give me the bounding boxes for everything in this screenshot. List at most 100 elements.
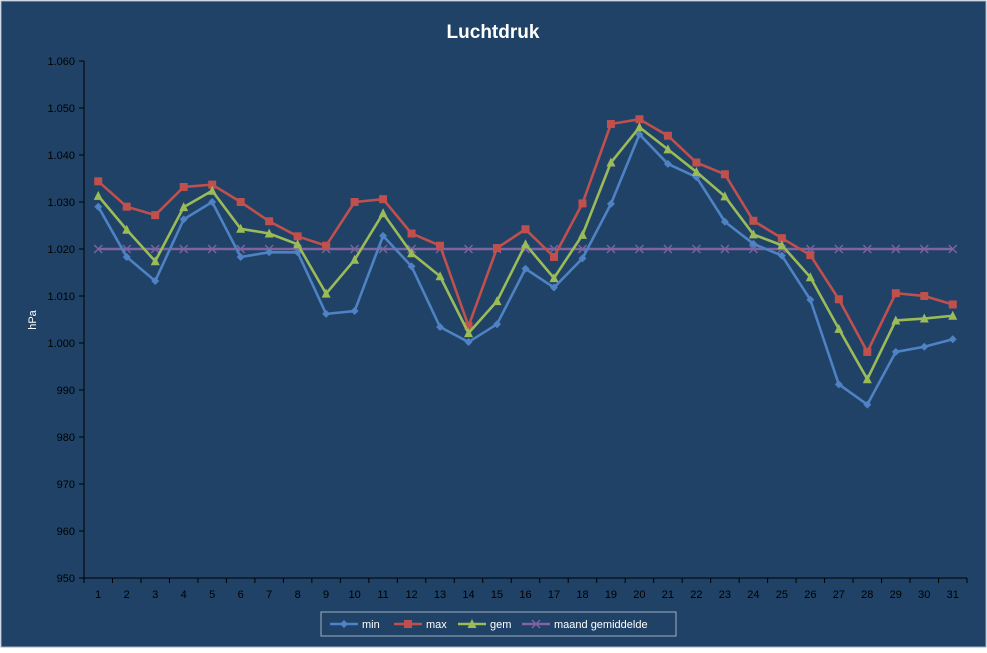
- data-point-gem: [264, 228, 274, 238]
- data-point-min: [806, 295, 815, 304]
- x-tick-label: 30: [918, 589, 930, 601]
- data-point-gem: [293, 239, 303, 249]
- x-tick-label: 25: [776, 589, 788, 601]
- data-point-max: [863, 347, 872, 356]
- data-point-max: [891, 289, 900, 298]
- data-point-min: [635, 130, 644, 139]
- data-point-max: [606, 119, 615, 128]
- data-point-gem: [606, 157, 616, 167]
- x-tick-label: 8: [295, 589, 301, 601]
- data-point-min: [720, 217, 729, 226]
- data-point-gem: [350, 254, 360, 264]
- data-point-max: [948, 300, 957, 309]
- x-tick-label: 9: [323, 589, 329, 601]
- y-tick-label: 1.000: [47, 338, 75, 350]
- data-point-max: [151, 211, 160, 220]
- data-point-min: [265, 248, 274, 257]
- data-point-gem: [549, 273, 559, 283]
- x-tick-label: 10: [348, 589, 360, 601]
- data-point-gem: [179, 202, 189, 212]
- data-point-max: [436, 241, 445, 250]
- x-tick-label: 22: [690, 589, 702, 601]
- x-tick-label: 3: [152, 589, 158, 601]
- x-tick-label: 13: [434, 589, 446, 601]
- chart-title: Luchtdruk: [447, 22, 540, 43]
- y-tick-label: 970: [57, 479, 75, 491]
- data-point-max: [834, 295, 843, 304]
- data-point-min: [863, 400, 872, 409]
- data-point-maand-gemiddelde: [919, 244, 929, 254]
- legend-marker: [340, 620, 348, 628]
- data-point-gem: [577, 229, 587, 239]
- data-point-min: [379, 231, 388, 240]
- data-point-min: [464, 338, 473, 347]
- data-point-min: [407, 262, 416, 271]
- legend-marker: [404, 620, 412, 628]
- data-point-gem: [834, 323, 844, 333]
- data-point-min: [663, 159, 672, 168]
- data-point-min: [94, 202, 103, 211]
- data-point-max: [692, 158, 701, 167]
- data-point-min: [777, 251, 786, 260]
- data-point-min: [208, 198, 217, 206]
- data-point-maand-gemiddelde: [464, 244, 473, 254]
- x-tick-label: 1: [95, 589, 101, 601]
- legend-label: gem: [490, 619, 511, 631]
- legend-box: [320, 611, 677, 637]
- data-point-gem: [321, 288, 331, 298]
- data-point-maand-gemiddelde: [350, 244, 360, 254]
- data-point-gem: [521, 239, 530, 249]
- data-point-min: [436, 323, 445, 332]
- data-point-min: [521, 264, 530, 273]
- data-point-gem: [919, 313, 929, 323]
- data-point-maand-gemiddelde: [720, 244, 730, 254]
- data-point-min: [322, 309, 331, 318]
- x-tick-label: 16: [519, 589, 531, 601]
- data-point-max: [720, 170, 729, 179]
- x-tick-label: 19: [605, 589, 617, 601]
- y-tick-label: 1.060: [47, 56, 75, 68]
- data-point-max: [464, 322, 473, 331]
- data-point-max: [179, 182, 188, 191]
- legend: min max gem maand gemiddelde: [320, 611, 677, 637]
- legend-marker: [531, 619, 541, 629]
- x-tick-label: 11: [377, 589, 388, 601]
- data-point-max: [236, 198, 245, 206]
- data-point-gem: [691, 166, 701, 176]
- data-point-min: [749, 239, 758, 248]
- data-point-min: [493, 320, 502, 329]
- data-point-gem: [464, 328, 474, 338]
- data-point-max: [208, 180, 217, 189]
- x-tick-label: 5: [209, 589, 215, 601]
- data-point-gem: [378, 208, 388, 218]
- x-tick-label: 12: [405, 589, 417, 601]
- legend-label: min: [362, 619, 380, 631]
- y-tick-label: 960: [57, 526, 75, 538]
- data-point-maand-gemiddelde: [862, 244, 872, 254]
- data-point-max: [265, 217, 274, 226]
- data-point-gem: [435, 271, 445, 281]
- x-tick-label: 29: [890, 589, 902, 601]
- y-tick-label: 1.010: [47, 291, 75, 303]
- data-point-min: [179, 215, 188, 224]
- x-tick-label: 14: [462, 589, 474, 601]
- data-point-min: [606, 199, 615, 208]
- data-point-gem: [720, 191, 730, 201]
- data-point-max: [322, 241, 331, 250]
- legend-marker: [467, 619, 477, 628]
- y-tick-label: 990: [57, 385, 75, 397]
- legend-label: max: [426, 619, 447, 631]
- data-point-min: [891, 347, 900, 356]
- data-point-max: [749, 216, 758, 225]
- data-point-max: [94, 177, 103, 186]
- data-point-maand-gemiddelde: [891, 244, 901, 254]
- data-point-max: [806, 251, 815, 260]
- data-point-gem: [207, 185, 217, 195]
- data-point-maand-gemiddelde: [948, 244, 958, 254]
- data-point-max: [663, 131, 672, 140]
- data-point-max: [407, 229, 416, 238]
- data-point-max: [920, 292, 929, 300]
- x-tick-label: 7: [266, 589, 272, 601]
- data-point-gem: [948, 310, 958, 320]
